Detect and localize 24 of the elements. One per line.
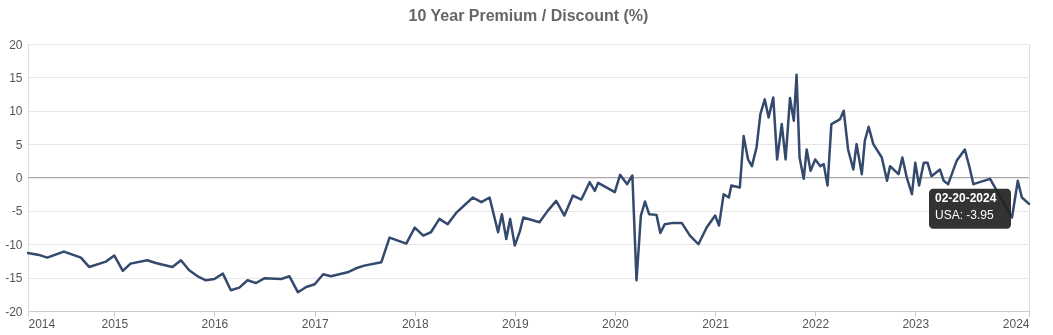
x-tick-label: 2020 (601, 316, 630, 331)
x-tick-label: 2015 (101, 316, 129, 331)
x-tick-label: 2024 (1002, 316, 1030, 331)
text: USA: -3.95 (935, 207, 994, 222)
x-tick-label: 2022 (802, 316, 830, 331)
x-tick-label: 2017 (301, 316, 329, 331)
line-series (26, 73, 1031, 294)
y-tick-label: 5 (15, 137, 23, 152)
x-tick-label: 2021 (702, 316, 730, 331)
x-tick-label: 2014 (28, 316, 56, 331)
x-tick-label: 2018 (401, 316, 429, 331)
y-tick-label: -20 (5, 304, 23, 319)
x-tick-label: 2019 (501, 316, 529, 331)
x-tick-label: 2016 (201, 316, 229, 331)
y-tick-label: -5 (11, 204, 23, 219)
y-tick-label: 20 (9, 37, 23, 52)
y-tick-label: 0 (15, 171, 23, 185)
y-tick-label: 15 (9, 70, 23, 85)
annotation: 02-20-2024 (935, 190, 997, 205)
chart-title: 10 Year Premium / Discount (%) (408, 7, 649, 24)
y-tick-label: -15 (5, 271, 23, 286)
x-tick-label: 2023 (902, 316, 930, 331)
y-tick-label: -10 (5, 237, 23, 252)
y-tick-label: 10 (9, 104, 23, 119)
